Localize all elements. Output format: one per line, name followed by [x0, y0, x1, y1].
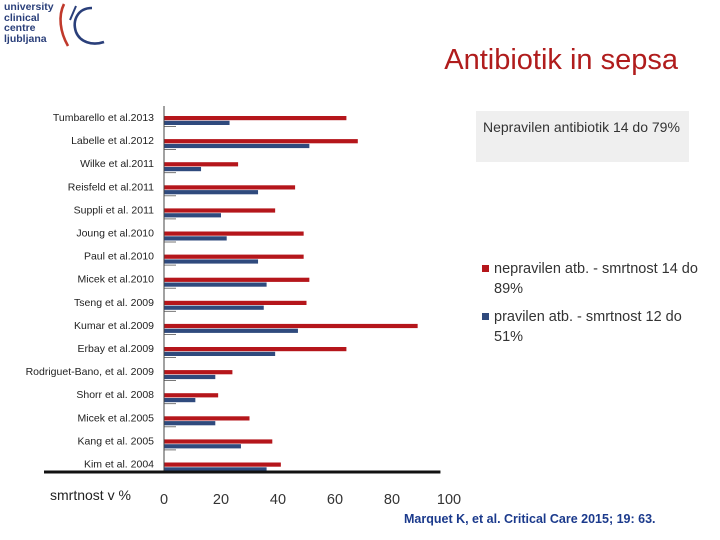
logo-line-2: clinical [4, 11, 40, 24]
bar-incorrect [164, 116, 347, 121]
bar-incorrect [164, 393, 219, 398]
logo-line-4: ljubljana [4, 32, 47, 45]
x-tick-label: 0 [160, 492, 168, 508]
bar-correct [164, 305, 264, 310]
logo-mark-icon [59, 3, 105, 47]
chart-legend: nepravilen atb. - smrtnost 14 do 89% pra… [482, 259, 702, 355]
annotation-box: Nepravilen antibiotik 14 do 79% [476, 111, 689, 162]
category-label: Rodriguet-Bano, et al. 2009 [26, 366, 155, 378]
bar-correct [164, 259, 259, 264]
legend-item-correct: pravilen atb. - smrtnost 12 do 51% [482, 307, 702, 347]
logo-text: university clinical centre ljubljana [4, 2, 54, 44]
bar-correct [164, 421, 216, 426]
bar-incorrect [164, 370, 233, 375]
category-label: Labelle et al.2012 [71, 135, 154, 147]
bar-correct [164, 398, 196, 403]
category-label: Wilke et al.2011 [80, 158, 154, 170]
annotation-text: Nepravilen antibiotik 14 do 79% [483, 119, 680, 135]
legend-swatch-blue [482, 313, 489, 320]
citation: Marquet K, et al. Critical Care 2015; 19… [404, 512, 656, 526]
legend-label-correct: pravilen atb. - smrtnost 12 do 51% [494, 309, 682, 345]
legend-label-incorrect: nepravilen atb. - smrtnost 14 do 89% [494, 261, 698, 297]
category-label: Paul et al.2010 [84, 251, 154, 263]
x-tick-label: 60 [327, 492, 343, 508]
bar-incorrect [164, 139, 358, 144]
bar-incorrect [164, 416, 250, 421]
bar-correct [164, 374, 216, 380]
category-label: Suppli et al. 2011 [74, 204, 155, 216]
bar-incorrect [164, 208, 276, 213]
x-tick-label: 40 [270, 492, 286, 508]
legend-swatch-red [482, 265, 489, 272]
bar-incorrect [164, 162, 239, 167]
bar-incorrect [164, 323, 418, 329]
bar-correct [164, 213, 221, 218]
bar-correct [164, 282, 267, 287]
bar-correct [164, 467, 267, 472]
logo-line-3: centre [4, 22, 36, 34]
bar-correct [164, 351, 276, 356]
x-tick-label: 20 [213, 492, 229, 508]
x-tick-label: 80 [384, 492, 400, 508]
bar-incorrect [164, 462, 281, 467]
category-label: Kim et al. 2004 [84, 459, 154, 471]
category-label: Shorr et al. 2008 [76, 389, 154, 401]
bar-incorrect [164, 185, 296, 190]
category-label: Kumar et al.2009 [74, 320, 154, 332]
category-label: Erbay et al.2009 [78, 343, 155, 355]
category-label: Kang et al. 2005 [78, 435, 155, 447]
bar-correct [164, 190, 259, 195]
bar-correct [164, 167, 202, 172]
category-label: Reisfeld et al.2011 [68, 181, 154, 193]
bar-correct [164, 328, 298, 333]
x-tick-label: 100 [437, 492, 461, 508]
bar-incorrect [164, 347, 347, 352]
legend-item-incorrect: nepravilen atb. - smrtnost 14 do 89% [482, 259, 702, 299]
logo: university clinical centre ljubljana [4, 2, 114, 52]
category-label: Joung et al.2010 [76, 228, 154, 240]
bar-incorrect [164, 300, 307, 305]
bar-correct [164, 143, 310, 149]
category-label: Micek et al.2005 [78, 412, 155, 424]
category-label: Tseng et al. 2009 [74, 297, 154, 309]
bar-incorrect [164, 277, 310, 282]
bar-correct [164, 236, 227, 241]
bar-correct [164, 444, 241, 449]
bar-incorrect [164, 254, 304, 259]
page-title: Antibiotik in sepsa [444, 44, 678, 76]
bar-incorrect [164, 231, 304, 236]
bar-correct [164, 120, 230, 125]
category-label: Micek et al.2010 [78, 274, 155, 286]
category-label: Tumbarello et al.2013 [53, 112, 154, 124]
x-axis-label: smrtnost v % [50, 487, 131, 503]
bar-incorrect [164, 439, 273, 444]
logo-line-1: university [4, 1, 54, 13]
